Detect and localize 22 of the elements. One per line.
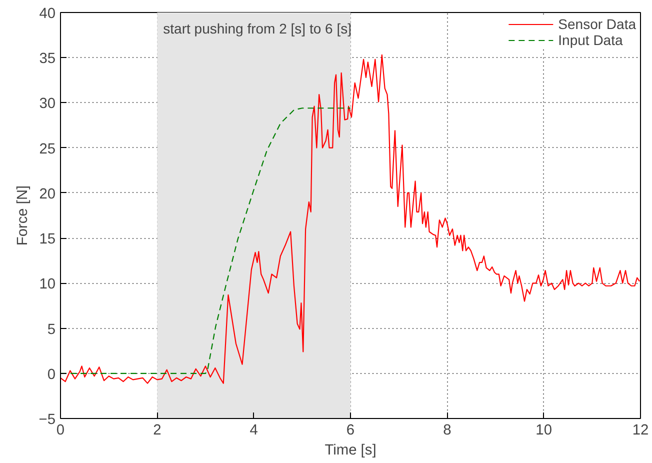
y-tick-label: 35 <box>39 51 56 68</box>
y-tick-label: 20 <box>39 186 56 202</box>
y-tick-label: 30 <box>39 96 56 112</box>
band-label: start pushing from 2 [s] to 6 [s] <box>163 20 352 36</box>
x-tick-label: 2 <box>153 422 162 438</box>
y-tick-label: 25 <box>39 141 56 158</box>
x-tick-label: 10 <box>536 422 552 438</box>
x-axis-title: Time [s] <box>324 442 376 458</box>
y-tick-label: −5 <box>38 412 56 428</box>
legend-label: Sensor Data <box>558 16 636 32</box>
y-tick-label: 40 <box>39 6 56 22</box>
y-axis-title: Force [N] <box>14 185 31 246</box>
legend-label: Input Data <box>558 32 623 48</box>
y-tick-label: 10 <box>39 276 56 293</box>
x-tick-label: 8 <box>443 422 452 438</box>
y-tick-label: 0 <box>47 366 56 383</box>
x-tick-label: 4 <box>250 422 258 438</box>
x-tick-label: 12 <box>632 422 649 438</box>
y-tick-label: 15 <box>39 232 56 248</box>
y-tick-label: 5 <box>47 322 56 338</box>
x-tick-label: 6 <box>346 422 355 438</box>
line-series <box>60 54 640 384</box>
